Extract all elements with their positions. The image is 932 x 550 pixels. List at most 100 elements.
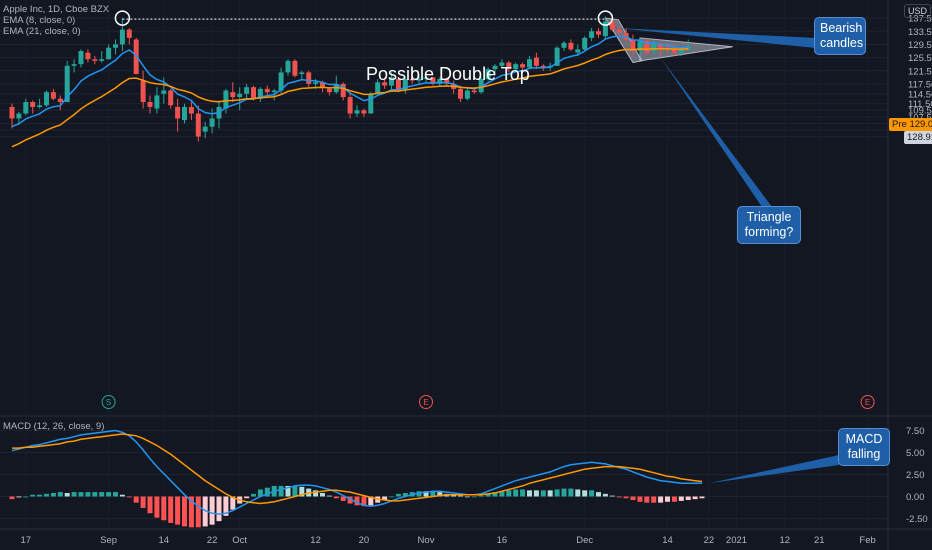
candle-body [616, 29, 622, 33]
candle-body [368, 93, 374, 114]
price-tick-label: 133.50 [908, 27, 932, 38]
macd-histogram-bar [244, 496, 250, 499]
time-axis[interactable]: 17 Sep 14 22 Oct 12 20 Nov 16 Dec 14 22 2021 12 21 Feb [21, 535, 876, 546]
callout-line: Bearish [820, 21, 863, 35]
macd-histogram-bar [506, 490, 512, 497]
candle-body [195, 113, 201, 137]
candle-body [416, 78, 422, 81]
symbol-legend[interactable]: Apple Inc, 1D, Cboe BZX [3, 4, 110, 15]
macd-histogram-bar [16, 496, 22, 498]
time-tick-label: 22 [704, 535, 715, 546]
macd-histogram-bar [699, 496, 705, 499]
macd-histogram-bar [299, 486, 305, 497]
macd-histogram-bar [520, 489, 526, 497]
macd-histogram-bar [202, 496, 208, 527]
candle-body [568, 42, 574, 50]
time-tick-label: 14 [662, 535, 673, 546]
time-tick-label: 22 [207, 535, 218, 546]
macd-tick-label: 0.00 [906, 492, 925, 503]
time-tick-label: Nov [418, 535, 435, 546]
candle-body [37, 105, 43, 107]
macd-histogram-bar [451, 494, 457, 497]
ema8-legend[interactable]: EMA (8, close, 0) [3, 15, 76, 26]
time-tick-label: 17 [21, 535, 32, 546]
candle-body [299, 72, 305, 75]
macd-axis[interactable]: 7.50 5.00 2.50 0.00 -2.50 [906, 426, 928, 525]
candle-body [168, 90, 174, 106]
event-marker-label: S [106, 398, 111, 407]
callout-line: MACD [845, 432, 883, 446]
macd-histogram-bar [589, 490, 595, 497]
macd-histogram-bar [182, 496, 187, 527]
macd-histogram-bar [416, 491, 422, 497]
event-marker [419, 395, 433, 409]
macd-histogram-bar [264, 487, 270, 497]
ema21-legend[interactable]: EMA (21, close, 0) [3, 26, 81, 37]
macd-histogram-bar [685, 496, 691, 501]
macd-histogram-bar [23, 496, 29, 498]
candle-body [223, 90, 229, 109]
candle-body [471, 90, 477, 93]
macd-histogram-bar [616, 496, 622, 498]
candle-body [464, 90, 470, 99]
macd-histogram-bar [423, 491, 429, 497]
price-tick-label: 125.50 [908, 53, 932, 64]
candle-body [9, 106, 15, 119]
candle-body [630, 39, 636, 52]
macd-histogram-bar [644, 496, 650, 503]
currency-button[interactable]: USD [904, 4, 932, 18]
macd-histogram-bar [133, 496, 139, 503]
candle-body [554, 47, 560, 66]
candle-body [113, 44, 118, 48]
pre-market-badge: Pre 129.02 [889, 118, 932, 131]
candle-body [161, 90, 167, 94]
candle-body [540, 65, 546, 68]
candle-body [209, 118, 215, 127]
candle-body [575, 49, 581, 53]
ema-lines [11, 35, 689, 148]
macd-histogram-bar [99, 492, 105, 497]
candle-body [57, 98, 63, 103]
macd-histogram-bar [340, 496, 346, 501]
macd-legend[interactable]: MACD (12, 26, close, 9) [3, 421, 105, 432]
macd-histogram-bar [85, 492, 91, 497]
time-tick-label: Feb [859, 535, 875, 546]
time-tick-label: 20 [359, 535, 370, 546]
candle-body [361, 110, 367, 114]
candle-body [444, 78, 450, 84]
macd-histogram-bar [513, 489, 519, 497]
macd-histogram-bar [333, 496, 339, 499]
candle-body [285, 60, 291, 73]
macd-histogram-bar [361, 496, 367, 507]
macd-histogram-bar [257, 489, 263, 497]
candle-body [140, 80, 146, 103]
macd-histogram-bar [678, 496, 684, 501]
macd-histogram-bar [161, 496, 167, 521]
macd-tick-label: -2.50 [906, 514, 928, 525]
pre-value: 129.02 [909, 119, 932, 130]
candle-body [257, 88, 263, 99]
candle-body [119, 29, 125, 45]
macd-histogram-bar [554, 489, 560, 497]
candle-body [326, 88, 332, 93]
candle-body [188, 106, 194, 114]
macd-histogram-bar [92, 492, 98, 497]
candle-body [589, 31, 595, 38]
candle-body [271, 90, 277, 93]
macd-histogram-bar [188, 496, 194, 528]
time-tick-label: 2021 [726, 535, 747, 546]
time-tick-label: 12 [310, 535, 321, 546]
macd-callout: MACD falling [838, 428, 890, 466]
candle-body [513, 64, 519, 70]
macd-histogram-bar [671, 496, 677, 502]
macd-histogram-bar [547, 490, 553, 497]
candle-body [375, 82, 381, 94]
candle-body [92, 59, 98, 61]
macd-histogram-bar [119, 494, 125, 497]
candle-body [527, 59, 532, 68]
macd-histogram-bar [471, 496, 477, 498]
candle-body [126, 29, 132, 38]
candle-body [306, 72, 312, 84]
